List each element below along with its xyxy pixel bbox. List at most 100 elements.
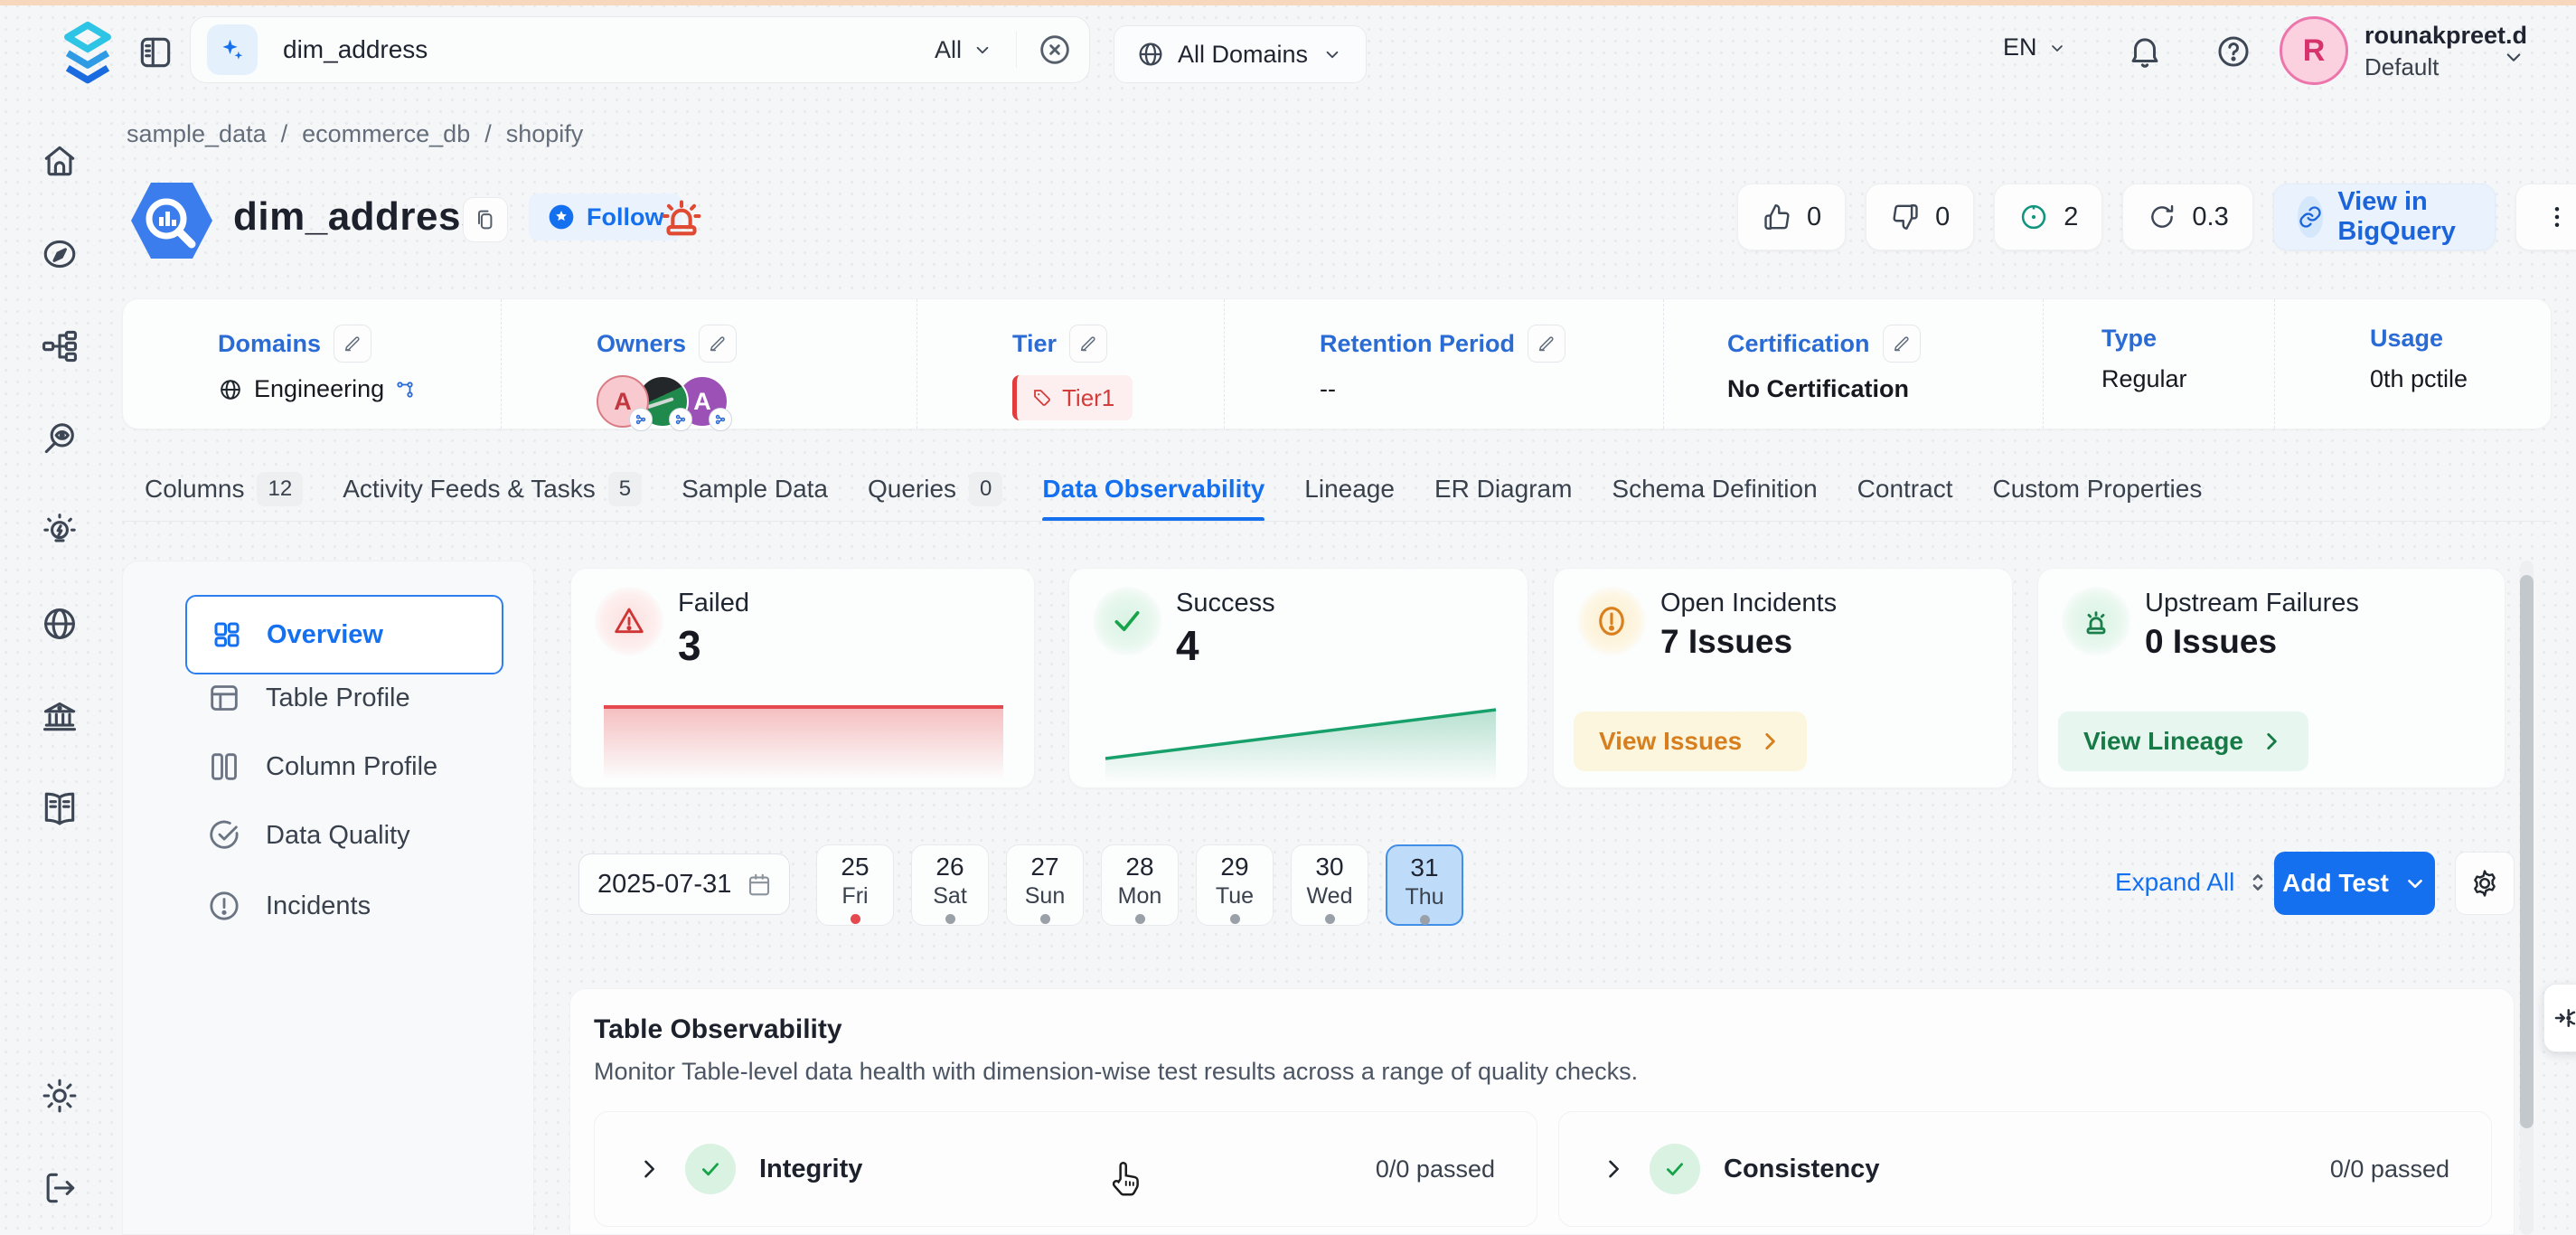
chevron-right-icon [1765, 733, 1776, 749]
language-selector[interactable]: EN [2003, 33, 2068, 61]
subnav-item-data-quality[interactable]: Data Quality [206, 814, 410, 857]
open-incidents-card[interactable]: Open Incidents 7 Issues View Issues [1553, 568, 2013, 788]
sidebar-item-governance[interactable] [40, 696, 80, 736]
ai-sparkle-icon[interactable] [207, 24, 258, 75]
tab-count: 5 [607, 472, 643, 506]
edit-domains-button[interactable] [334, 325, 372, 363]
user-info[interactable]: rounakpreet.d Default [2364, 22, 2527, 81]
upstream-failures-card[interactable]: Upstream Failures 0 Issues View Lineage [2037, 568, 2505, 788]
accordion-consistency-passed: 0/0 passed [2329, 1155, 2449, 1183]
expand-all-button[interactable]: Expand All [2115, 868, 2270, 897]
breadcrumb-schema[interactable]: shopify [505, 120, 584, 147]
breadcrumb-database[interactable]: ecommerce_db [302, 120, 471, 147]
app-logo[interactable] [52, 20, 123, 89]
breadcrumb-separator: / [484, 120, 492, 147]
tab-schema-definition[interactable]: Schema Definition [1612, 475, 1818, 503]
user-avatar[interactable]: R [2280, 16, 2348, 85]
tab-er-diagram[interactable]: ER Diagram [1434, 475, 1573, 503]
versions-button[interactable]: 2 [1994, 184, 2103, 250]
edit-certification-button[interactable] [1882, 325, 1921, 363]
failed-stat-card[interactable]: Failed 3 [570, 568, 1035, 788]
observability-settings-button[interactable] [2455, 852, 2515, 915]
sidebar-item-home[interactable] [40, 141, 80, 181]
entity-tabs: Columns 12 Activity Feeds & Tasks 5 Sample… [145, 457, 2202, 522]
edit-owners-button[interactable] [699, 325, 738, 363]
announcement-button[interactable] [655, 190, 708, 242]
search-scope-dropdown[interactable]: All [935, 36, 1016, 64]
book-icon [44, 792, 75, 825]
accordion-consistency[interactable]: Consistency 0/0 passed [1558, 1111, 2492, 1227]
date-picker-input[interactable]: 2025-07-31 [578, 853, 790, 915]
owner-avatar[interactable] [636, 375, 692, 431]
open-incidents-label: Open Incidents [1660, 589, 1838, 618]
search-clear-button[interactable] [1016, 32, 1073, 68]
edit-tier-button[interactable] [1069, 325, 1108, 363]
accordion-integrity[interactable]: Integrity 0/0 passed [594, 1111, 1537, 1227]
sidebar-item-explore[interactable] [40, 234, 80, 274]
day-chip-27[interactable]: 27 Sun [1006, 844, 1084, 926]
day-chip-29[interactable]: 29 Tue [1196, 844, 1274, 926]
sidebar-item-domains[interactable] [40, 604, 80, 644]
tab-sample-data[interactable]: Sample Data [682, 475, 828, 503]
subnav-item-overview[interactable]: Overview [185, 595, 503, 674]
sidebar-item-logout[interactable] [40, 1168, 80, 1208]
tab-queries[interactable]: Queries 0 [868, 457, 1003, 522]
tab-data-observability[interactable]: Data Observability [1042, 457, 1264, 522]
view-lineage-button[interactable]: View Lineage [2058, 712, 2308, 771]
owner-initial: A [614, 387, 632, 415]
success-stat-card[interactable]: Success 4 [1068, 568, 1528, 788]
language-value: EN [2003, 33, 2037, 61]
side-panel-toggle-button[interactable] [2543, 984, 2576, 1052]
copy-name-button[interactable] [463, 197, 508, 242]
add-test-button[interactable]: Add Test [2274, 852, 2435, 915]
downvote-button[interactable]: 0 [1866, 184, 1975, 250]
close-circle-icon [1040, 35, 1069, 64]
tab-custom-properties[interactable]: Custom Properties [1992, 475, 2203, 503]
sidebar-item-settings[interactable] [40, 1076, 80, 1116]
dashboard-grid-icon [214, 622, 240, 647]
day-chip-28[interactable]: 28 Mon [1101, 844, 1179, 926]
day-chip-25[interactable]: 25 Fri [816, 844, 894, 926]
sidebar-toggle-button[interactable] [136, 33, 175, 72]
help-button[interactable] [2214, 33, 2252, 71]
day-chip-26[interactable]: 26 Sat [911, 844, 989, 926]
follow-button[interactable]: Follow [529, 193, 682, 240]
sidebar-item-observability[interactable] [40, 420, 80, 459]
all-domains-filter[interactable]: All Domains [1114, 25, 1368, 83]
user-menu-caret[interactable] [2500, 43, 2527, 71]
score-button[interactable]: 0.3 [2122, 184, 2253, 250]
more-menu-button[interactable] [2515, 184, 2576, 250]
tab-contract[interactable]: Contract [1857, 475, 1953, 503]
domains-value[interactable]: Engineering [254, 375, 385, 402]
sidebar-item-lineage[interactable] [40, 326, 80, 366]
global-search-bar[interactable]: dim_address All [190, 16, 1090, 83]
edit-retention-button[interactable] [1528, 325, 1566, 363]
owner-avatar[interactable]: A [597, 375, 653, 431]
sidebar-item-glossary[interactable] [40, 788, 80, 828]
tab-activity-feeds[interactable]: Activity Feeds & Tasks 5 [343, 457, 643, 522]
subnav-item-column-profile[interactable]: Column Profile [206, 745, 437, 788]
day-chip-31-selected[interactable]: 31 Thu [1386, 844, 1463, 926]
view-in-bigquery-button[interactable]: View in BigQuery [2272, 184, 2496, 250]
upvote-button[interactable]: 0 [1737, 184, 1847, 250]
owner-team-badge-icon [669, 408, 692, 431]
search-input[interactable]: dim_address [283, 35, 428, 63]
tier-chip[interactable]: Tier1 [1012, 375, 1133, 420]
failed-value: 3 [678, 622, 701, 669]
notifications-button[interactable] [2126, 33, 2164, 71]
sidebar-item-insights[interactable] [40, 512, 80, 552]
star-circle-icon [549, 204, 574, 230]
day-chip-30[interactable]: 30 Wed [1291, 844, 1368, 926]
refresh-icon [2151, 204, 2174, 228]
scrollbar-thumb[interactable] [2520, 575, 2534, 1128]
tab-lineage[interactable]: Lineage [1304, 475, 1395, 503]
subnav-item-incidents[interactable]: Incidents [206, 884, 371, 928]
check-icon [1093, 587, 1161, 655]
tab-columns[interactable]: Columns 12 [145, 457, 304, 522]
breadcrumb-service[interactable]: sample_data [127, 120, 267, 147]
view-issues-button[interactable]: View Issues [1574, 712, 1808, 771]
score-value: 0.3 [2192, 202, 2229, 231]
gear-icon [2474, 870, 2496, 897]
subnav-item-table-profile[interactable]: Table Profile [206, 676, 410, 720]
